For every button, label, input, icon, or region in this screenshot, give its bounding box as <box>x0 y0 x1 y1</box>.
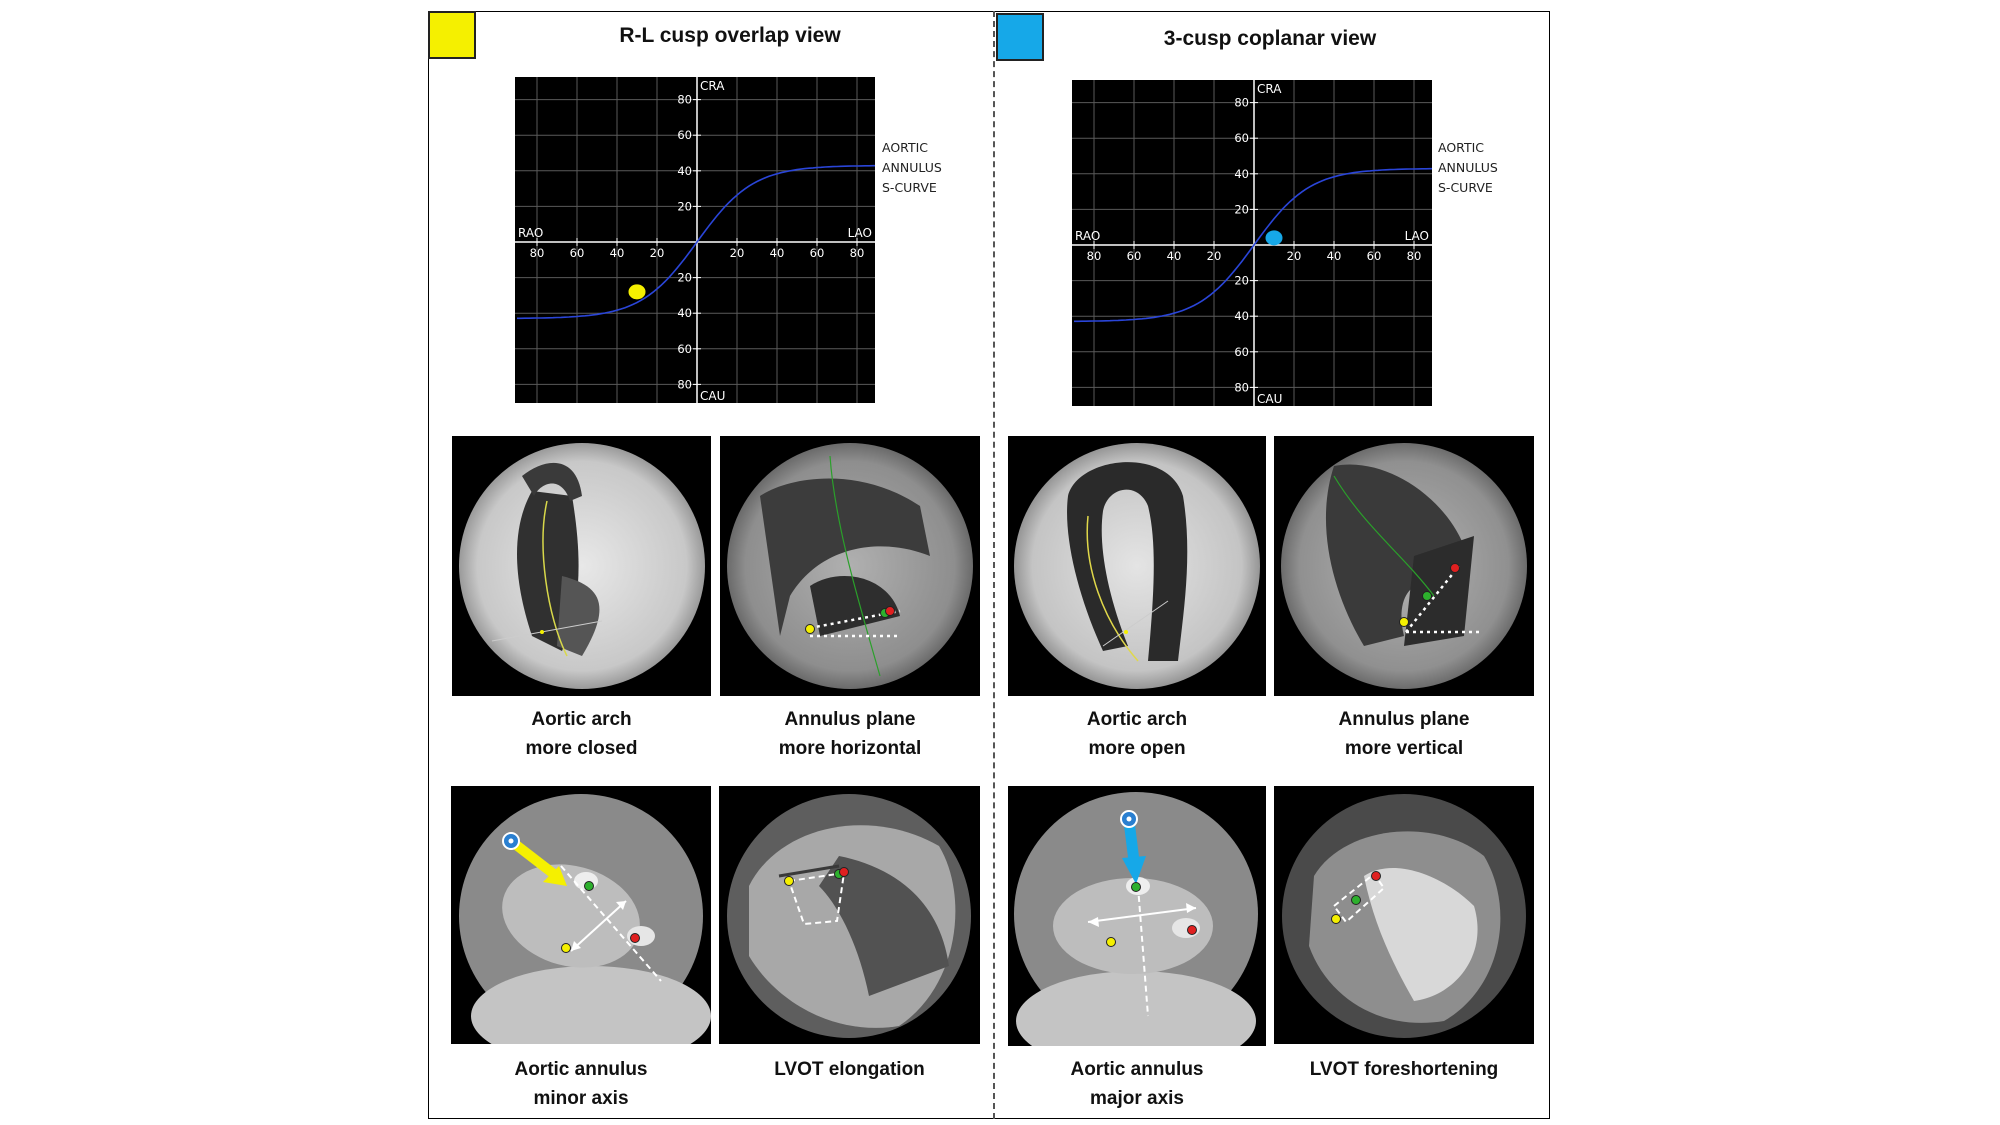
center-divider <box>993 11 995 1119</box>
caption-line: Aortic annulus <box>514 1059 648 1080</box>
x-tick-label: 60 <box>570 246 585 260</box>
right-annulus-plane-caption: Annulus plane more vertical <box>1274 705 1534 763</box>
s-curve <box>1074 167 1432 323</box>
lao-label: LAO <box>1405 229 1429 243</box>
caption-line: Aortic arch <box>1086 709 1188 730</box>
right-angulation-graph: 80 60 40 20 20 40 60 80 80 60 40 20 20 40 60 80 CRA CAU RA… <box>1072 80 1432 406</box>
cra-label: CRA <box>700 79 725 93</box>
curve-label-line: ANNULUS <box>1438 160 1498 175</box>
curve-label-line: ANNULUS <box>882 160 942 175</box>
left-arch-caption: Aortic arch more closed <box>452 705 711 763</box>
x-tick-label: 60 <box>1367 249 1382 263</box>
x-tick-label: 40 <box>1327 249 1342 263</box>
x-tick-label: 80 <box>850 246 865 260</box>
y-tick-label: 80 <box>677 93 692 107</box>
x-tick-label: 80 <box>1407 249 1422 263</box>
y-tick-label: 40 <box>1234 167 1249 181</box>
y-tick-label: 80 <box>677 377 692 391</box>
caption-line: Annulus plane <box>1338 709 1470 730</box>
left-color-swatch <box>428 11 476 59</box>
right-lvot-caption: LVOT foreshortening <box>1274 1055 1534 1084</box>
x-tick-label: 20 <box>730 246 745 260</box>
right-curve-label: AORTIC ANNULUS S-CURVE <box>1438 138 1498 198</box>
x-tick-label: 20 <box>650 246 665 260</box>
caption-line: Aortic annulus <box>1070 1059 1204 1080</box>
caption-line: Annulus plane <box>784 709 916 730</box>
curve-label-line: S-CURVE <box>1438 180 1493 195</box>
y-tick-label: 40 <box>677 306 692 320</box>
y-tick-label: 20 <box>677 271 692 285</box>
caption-line: more closed <box>525 738 638 759</box>
caption-line: more open <box>1088 738 1186 759</box>
y-tick-label: 40 <box>1234 309 1249 323</box>
rao-label: RAO <box>1075 229 1100 243</box>
y-tick-label: 20 <box>1234 274 1249 288</box>
y-tick-label: 60 <box>1234 131 1249 145</box>
left-annulus-caption: Aortic annulus minor axis <box>451 1055 711 1113</box>
caption-line: more vertical <box>1344 738 1464 759</box>
x-tick-label: 20 <box>1287 249 1302 263</box>
left-annulus-plane-image <box>720 436 980 696</box>
left-lvot-caption: LVOT elongation <box>719 1055 980 1084</box>
y-tick-label: 40 <box>677 164 692 178</box>
y-tick-label: 80 <box>1234 380 1249 394</box>
y-tick-label: 60 <box>677 128 692 142</box>
x-tick-label: 60 <box>1127 249 1142 263</box>
left-curve-label: AORTIC ANNULUS S-CURVE <box>882 138 942 198</box>
left-annulus-plane-caption: Annulus plane more horizontal <box>720 705 980 763</box>
caption-line: LVOT elongation <box>774 1059 925 1080</box>
right-aortic-arch-image <box>1008 436 1266 696</box>
curve-label-line: S-CURVE <box>882 180 937 195</box>
right-color-swatch <box>996 13 1044 61</box>
caption-line: more horizontal <box>778 738 922 759</box>
y-tick-label: 20 <box>1234 202 1249 216</box>
right-view-marker <box>1265 230 1283 246</box>
x-tick-label: 60 <box>810 246 825 260</box>
caption-line: LVOT foreshortening <box>1309 1059 1499 1080</box>
left-view-marker <box>628 284 646 300</box>
y-tick-label: 80 <box>1234 96 1249 110</box>
left-lvot-ct <box>719 786 980 1044</box>
left-aortic-arch-image <box>452 436 711 696</box>
right-arch-caption: Aortic arch more open <box>1008 705 1266 763</box>
left-angulation-graph: 80 60 40 20 20 40 60 80 80 60 40 20 20 40 60 80 CRA CAU RA… <box>515 77 875 403</box>
x-tick-label: 80 <box>1087 249 1102 263</box>
cau-label: CAU <box>700 389 725 403</box>
s-curve <box>517 164 875 320</box>
x-tick-label: 80 <box>530 246 545 260</box>
lao-label: LAO <box>848 226 872 240</box>
right-title: 3-cusp coplanar view <box>1163 27 1377 50</box>
curve-label-line: AORTIC <box>882 140 928 155</box>
right-annulus-plane-image <box>1274 436 1534 696</box>
right-aortic-annulus-ct <box>1008 786 1266 1046</box>
y-tick-label: 60 <box>677 342 692 356</box>
caption-line: major axis <box>1090 1088 1184 1109</box>
cau-label: CAU <box>1257 392 1282 406</box>
y-tick-label: 20 <box>677 199 692 213</box>
y-tick-label: 60 <box>1234 345 1249 359</box>
right-lvot-ct <box>1274 786 1534 1044</box>
x-tick-label: 40 <box>1167 249 1182 263</box>
x-tick-label: 20 <box>1207 249 1222 263</box>
x-tick-label: 40 <box>770 246 785 260</box>
caption-line: minor axis <box>533 1088 629 1109</box>
cra-label: CRA <box>1257 82 1282 96</box>
curve-label-line: AORTIC <box>1438 140 1484 155</box>
left-title: R-L cusp overlap view <box>619 24 841 47</box>
right-annulus-caption: Aortic annulus major axis <box>1008 1055 1266 1113</box>
x-tick-label: 40 <box>610 246 625 260</box>
left-aortic-annulus-ct <box>451 786 711 1044</box>
caption-line: Aortic arch <box>531 709 632 730</box>
rao-label: RAO <box>518 226 543 240</box>
